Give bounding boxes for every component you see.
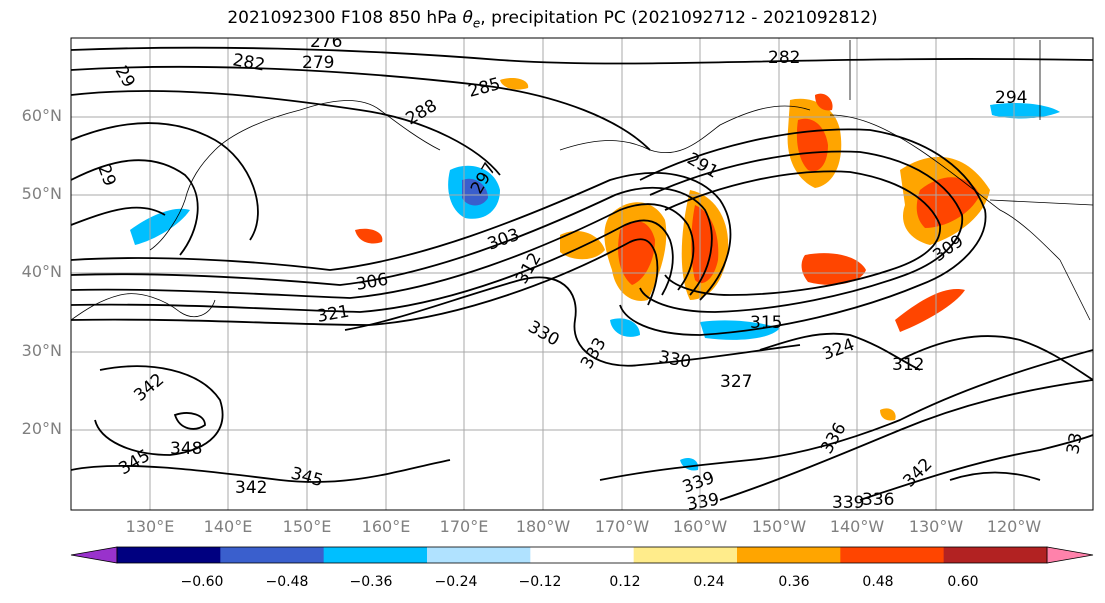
colorbar-segment	[323, 547, 428, 563]
title-suffix: , precipitation PC (2021092712 - 2021092…	[480, 8, 878, 28]
contour-label: 312	[892, 355, 924, 375]
lon-label-170w: 170°W	[594, 517, 650, 536]
lat-label-50n: 50°N	[21, 184, 62, 203]
theta-e-contours	[71, 46, 1093, 501]
lon-label-170e: 170°E	[439, 517, 489, 536]
lon-label-140e: 140°E	[203, 517, 253, 536]
colorbar-tick-label: −0.36	[349, 574, 393, 590]
contour-label: 342	[235, 478, 267, 498]
colorbar-extend-low	[70, 546, 118, 564]
coastlines	[71, 40, 1093, 321]
colorbar-segment	[737, 547, 841, 563]
lat-label-60n: 60°N	[21, 106, 62, 125]
colorbar-tick-label: −0.12	[518, 574, 562, 590]
colorbar-tick-label: 0.36	[778, 574, 810, 590]
lon-label-130e: 130°E	[125, 517, 175, 536]
colorbar-segment	[117, 547, 221, 563]
contour-label: 345	[289, 464, 326, 492]
contour-label: 282	[768, 48, 800, 68]
contour-label: 327	[720, 372, 752, 392]
lat-label-40n: 40°N	[21, 262, 62, 281]
colorbar-extend-high	[1046, 546, 1094, 564]
lon-label-160w: 160°W	[672, 517, 728, 536]
colorbar-frame	[116, 546, 1048, 564]
theta-symbol: θ	[462, 8, 473, 28]
theta-subscript: e	[472, 16, 481, 31]
contour-label: 29	[93, 162, 119, 189]
contour-label: 330	[525, 317, 563, 351]
lon-label-140w: 140°W	[829, 517, 885, 536]
contour-label: 348	[170, 439, 202, 459]
colorbar	[70, 546, 1094, 564]
precip-shading	[130, 77, 1060, 471]
contour-label: 330	[657, 347, 692, 372]
colorbar-tick-label: −0.60	[180, 574, 224, 590]
colorbar-tick-label: 0.12	[609, 574, 641, 590]
map-frame	[70, 37, 1094, 511]
lat-label-20n: 20°N	[21, 419, 62, 438]
colorbar-tick-label: 0.48	[862, 574, 894, 590]
colorbar-segment	[220, 547, 325, 563]
title-prefix: 2021092300 F108 850 hPa	[227, 8, 463, 28]
contour-label: 339	[685, 490, 720, 515]
contour-label: 291	[684, 149, 722, 183]
lon-label-150e: 150°E	[282, 517, 332, 536]
lon-label-160e: 160°E	[361, 517, 411, 536]
colorbar-tick-label: −0.24	[434, 574, 478, 590]
contour-label: 294	[995, 88, 1027, 108]
contour-label: 315	[750, 313, 782, 333]
colorbar-tick-label: 0.60	[947, 574, 979, 590]
colorbar-tick-label: 0.24	[693, 574, 725, 590]
contour-label: 33	[1063, 431, 1086, 456]
colorbar-segment	[633, 547, 738, 563]
colorbar-segment	[840, 547, 945, 563]
map-content: 276 282 279 29 282 285 288 294 29 297 29…	[71, 32, 1093, 515]
colorbar-segment	[530, 547, 635, 563]
contour-label: 336	[862, 490, 894, 510]
contour-label: 342	[130, 370, 168, 406]
contour-label: 339	[832, 493, 864, 513]
lon-label-150w: 150°W	[751, 517, 807, 536]
contour-label: 324	[820, 335, 857, 365]
lon-label-180w: 180°W	[515, 517, 571, 536]
contour-label: 285	[466, 74, 503, 102]
contour-label: 333	[577, 334, 611, 372]
contour-label: 279	[302, 53, 334, 73]
colorbar-tick-label: −0.48	[265, 574, 309, 590]
lat-label-30n: 30°N	[21, 341, 62, 360]
contour-label: 306	[354, 270, 389, 295]
map-title: 2021092300 F108 850 hPa θe, precipitatio…	[0, 8, 1105, 30]
colorbar-segment	[427, 547, 531, 563]
lon-label-130w: 130°W	[908, 517, 964, 536]
lon-label-120w: 120°W	[986, 517, 1042, 536]
contour-label: 276	[310, 32, 342, 52]
contour-label: 345	[116, 446, 154, 480]
contour-label: 321	[315, 302, 350, 327]
contour-label: 282	[231, 50, 266, 75]
colorbar-segment	[943, 547, 1048, 563]
